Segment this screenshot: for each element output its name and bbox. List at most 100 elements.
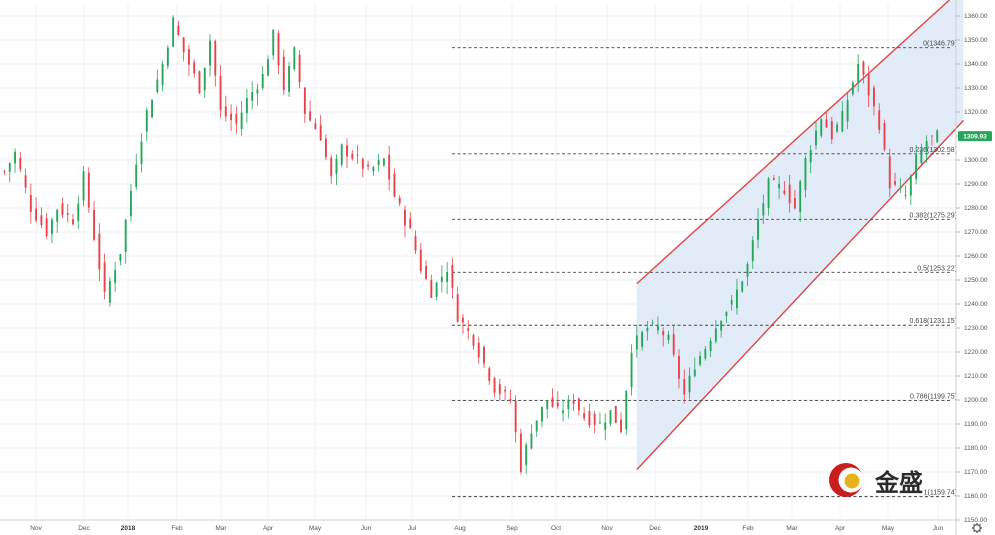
fib-label: 0.236(1302.58) (910, 147, 957, 154)
fib-label: 0.618(1231.15) (910, 318, 957, 325)
x-tick-label: Nov (601, 525, 613, 532)
logo-mark-core (844, 473, 860, 489)
y-tick-label: 1250.00 (964, 277, 988, 284)
candle-body (177, 25, 180, 35)
candle-body (440, 276, 443, 282)
candle-body (40, 215, 43, 225)
fib-label: 0(1346.79) (923, 41, 957, 48)
candle-body (193, 62, 196, 74)
x-axis: Nov Dec 2018 Feb Mar Apr May Jun Jul Aug Sep Oct Nov… (0, 519, 956, 532)
candle-body (277, 33, 280, 66)
candle-body (519, 433, 522, 472)
candle-body (35, 208, 38, 221)
candle-body (741, 281, 744, 292)
last-price-box (958, 131, 992, 142)
y-tick-label: 1330.00 (964, 85, 988, 92)
candlestick-series (3, 15, 939, 475)
candle-body (377, 160, 380, 166)
y-tick-label: 1170.00 (964, 469, 987, 476)
candle-body (398, 197, 401, 204)
candle-body (230, 113, 233, 121)
candle-body (256, 89, 259, 94)
candle-body (24, 175, 27, 188)
candle-body (3, 171, 6, 173)
candle-body (98, 233, 101, 270)
candle-body (56, 209, 59, 222)
x-tick-label: 2018 (121, 525, 136, 532)
candle-body (783, 190, 786, 194)
brand-logo: 金盛 (829, 463, 923, 497)
candle-body (672, 334, 675, 355)
candle-body (857, 63, 860, 83)
candle-body (425, 266, 428, 279)
candle-body (909, 175, 912, 196)
fib-label: 0.786(1199.75) (910, 394, 957, 401)
candle-body (678, 355, 680, 379)
y-tick-label: 1160.00 (964, 493, 987, 500)
candle-body (61, 203, 64, 216)
candle-body (29, 194, 32, 212)
x-tick-label: Dec (649, 525, 661, 532)
candle-body (14, 151, 16, 164)
candle-body (915, 154, 918, 180)
candle-body (451, 264, 454, 288)
candle-body (382, 158, 385, 166)
candle-body (435, 282, 438, 297)
candle-body (567, 399, 570, 410)
candle-body (161, 64, 164, 86)
candle-body (788, 184, 791, 203)
candle-body (50, 219, 53, 235)
y-tick-label: 1230.00 (964, 325, 988, 332)
candle-body (614, 406, 617, 423)
candle-body (825, 119, 828, 128)
candle-body (182, 37, 185, 53)
y-tick-label: 1350.00 (964, 37, 988, 44)
candle-body (772, 178, 775, 180)
candle-body (430, 280, 433, 298)
candle-body (899, 187, 902, 189)
candle-body (488, 368, 491, 382)
candle-body (593, 413, 596, 425)
candle-body (646, 327, 649, 332)
candle-body (124, 219, 127, 252)
x-tick-label: Apr (835, 525, 846, 532)
candle-body (493, 378, 496, 393)
candle-body (8, 163, 11, 172)
candle-body (894, 181, 896, 185)
candle-body (198, 71, 201, 94)
candle-body (841, 111, 844, 132)
candle-body (936, 130, 939, 143)
candle-body (72, 219, 74, 225)
candle-body (388, 154, 391, 180)
candle-body (187, 49, 190, 65)
candle-body (293, 47, 296, 70)
candle-body (736, 289, 738, 309)
candle-body (530, 433, 533, 449)
x-tick-label: Mar (786, 525, 798, 532)
candle-body (87, 172, 90, 208)
candle-body (114, 269, 117, 283)
price-channel (636, 0, 965, 471)
y-tick-label: 1270.00 (964, 229, 988, 236)
candle-body (667, 334, 670, 340)
y-tick-label: 1280.00 (964, 205, 988, 212)
x-tick-label: Aug (454, 525, 466, 532)
x-tick-label: Feb (742, 525, 754, 532)
candle-body (103, 262, 106, 292)
x-tick-label: 2019 (694, 525, 709, 532)
channel-upper-line (636, 0, 950, 285)
candle-body (467, 328, 470, 331)
candle-body (282, 56, 285, 91)
candle-body (319, 125, 322, 141)
candle-body (746, 263, 749, 277)
candle-body (862, 61, 865, 75)
candle-body (77, 203, 80, 222)
candle-body (535, 420, 538, 432)
gear-icon[interactable] (972, 523, 982, 533)
candle-body (172, 17, 175, 47)
candle-body (346, 145, 348, 157)
candle-body (688, 375, 691, 393)
candle-body (314, 123, 317, 130)
